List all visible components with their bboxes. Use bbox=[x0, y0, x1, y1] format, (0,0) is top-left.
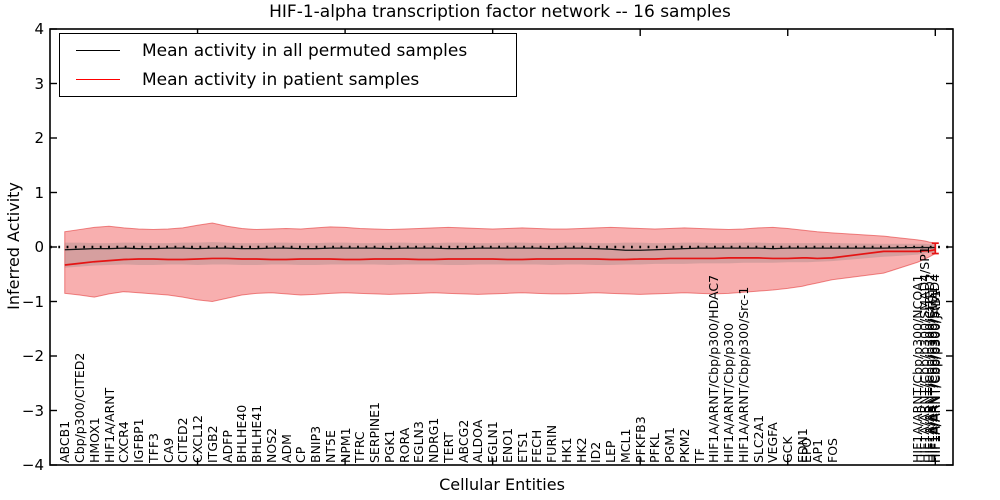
x-tick-label: HIF1A/ARNT/Cbp/p300/JAB1 bbox=[927, 290, 943, 463]
x-tick-label: NDRG1 bbox=[426, 417, 442, 463]
x-tick-label: PFKFB3 bbox=[632, 416, 648, 463]
x-tick-label: TF bbox=[691, 448, 707, 463]
x-tick-label: ETS1 bbox=[514, 431, 530, 463]
x-tick-label: NPM1 bbox=[337, 427, 353, 463]
x-tick-label: ALDOA bbox=[470, 419, 486, 463]
x-tick-label: GCK bbox=[780, 436, 796, 463]
y-tick-label: 0 bbox=[34, 238, 44, 256]
legend-label: Mean activity in all permuted samples bbox=[142, 40, 468, 61]
x-tick-label: ID2 bbox=[588, 441, 604, 463]
y-tick-label: −1 bbox=[21, 292, 44, 311]
x-tick-label: PGM1 bbox=[662, 427, 678, 463]
x-tick-label: PGK1 bbox=[381, 429, 397, 463]
x-tick-label: TERT bbox=[440, 432, 456, 463]
x-tick-label: TFRC bbox=[352, 431, 368, 463]
x-tick-label: NT5E bbox=[322, 430, 338, 463]
x-tick-label: CITED2 bbox=[175, 417, 191, 463]
x-tick-label: HIF1A/ARNT/Cbp/p300 bbox=[721, 322, 737, 463]
x-tick-label: HIF1A/ARNT/Cbp/p300/Src-1 bbox=[735, 286, 751, 463]
y-tick-label: −3 bbox=[21, 401, 44, 420]
x-tick-label: BHLHE40 bbox=[234, 404, 250, 463]
x-tick-label: BHLHE41 bbox=[249, 404, 265, 463]
y-tick-label: 3 bbox=[34, 74, 44, 93]
legend-line-sample-black bbox=[76, 50, 120, 51]
x-tick-label: ABCG2 bbox=[455, 419, 471, 463]
x-tick-label: MCL1 bbox=[617, 428, 633, 463]
x-tick-label: ADM bbox=[278, 434, 294, 463]
x-tick-label: TFF3 bbox=[145, 433, 161, 463]
y-tick-label: 1 bbox=[34, 183, 44, 202]
legend-entry-patient: Mean activity in patient samples bbox=[76, 69, 516, 91]
x-tick-label: ADFP bbox=[219, 430, 235, 463]
x-tick-label: PFKL bbox=[647, 433, 663, 463]
y-tick-label: 2 bbox=[34, 129, 44, 147]
y-tick-label: −4 bbox=[21, 456, 44, 474]
x-tick-label: ENO1 bbox=[499, 427, 515, 463]
x-tick-label: SERPINE1 bbox=[367, 402, 383, 463]
x-tick-label: BNIP3 bbox=[308, 425, 324, 463]
x-tick-label: CXCL12 bbox=[190, 415, 206, 463]
x-tick-label: CXCR4 bbox=[116, 421, 132, 463]
x-axis-label: Cellular Entities bbox=[439, 475, 565, 494]
x-tick-label: SLC2A1 bbox=[750, 414, 766, 463]
x-tick-label: PKM2 bbox=[676, 428, 692, 463]
x-tick-label: HMOX1 bbox=[86, 417, 102, 463]
legend: Mean activity in all permuted samples Me… bbox=[59, 33, 517, 97]
x-tick-label: FURIN bbox=[544, 424, 560, 463]
legend-line-sample-red bbox=[76, 79, 120, 80]
x-tick-label: AP1 bbox=[809, 438, 825, 463]
x-tick-label: FOS bbox=[824, 438, 840, 463]
legend-label: Mean activity in patient samples bbox=[142, 69, 420, 90]
x-tick-label: FECH bbox=[529, 429, 545, 463]
patient-mean-line bbox=[64, 248, 936, 266]
legend-entry-permuted: Mean activity in all permuted samples bbox=[76, 40, 516, 62]
x-tick-label: Cbp/p300/CITED2 bbox=[72, 352, 87, 463]
y-tick-label: −2 bbox=[21, 347, 44, 365]
x-tick-label: IGFBP1 bbox=[131, 418, 147, 463]
x-tick-label: HK1 bbox=[558, 437, 574, 463]
x-tick-label: HIF1A/ARNT bbox=[101, 387, 117, 463]
permuted-mean-line bbox=[64, 246, 936, 251]
x-tick-label: HK2 bbox=[573, 437, 589, 463]
x-tick-label: NOS2 bbox=[263, 427, 279, 463]
y-tick-label: 4 bbox=[34, 20, 44, 38]
x-tick-label: LEP bbox=[603, 440, 619, 463]
x-tick-label: EGLN1 bbox=[485, 421, 501, 463]
x-tick-label: ABCB1 bbox=[57, 420, 73, 463]
x-tick-label: EGLN3 bbox=[411, 421, 427, 463]
x-tick-label: CA9 bbox=[160, 437, 176, 463]
x-tick-label: RORA bbox=[396, 427, 412, 463]
x-tick-label: VEGFA bbox=[765, 422, 781, 463]
chart-title: HIF-1-alpha transcription factor network… bbox=[269, 2, 731, 22]
x-tick-label: CP bbox=[293, 446, 309, 463]
x-tick-label: ITGB2 bbox=[204, 425, 220, 463]
x-tick-label: HIF1A/ARNT/Cbp/p300/HDAC7 bbox=[706, 274, 722, 463]
